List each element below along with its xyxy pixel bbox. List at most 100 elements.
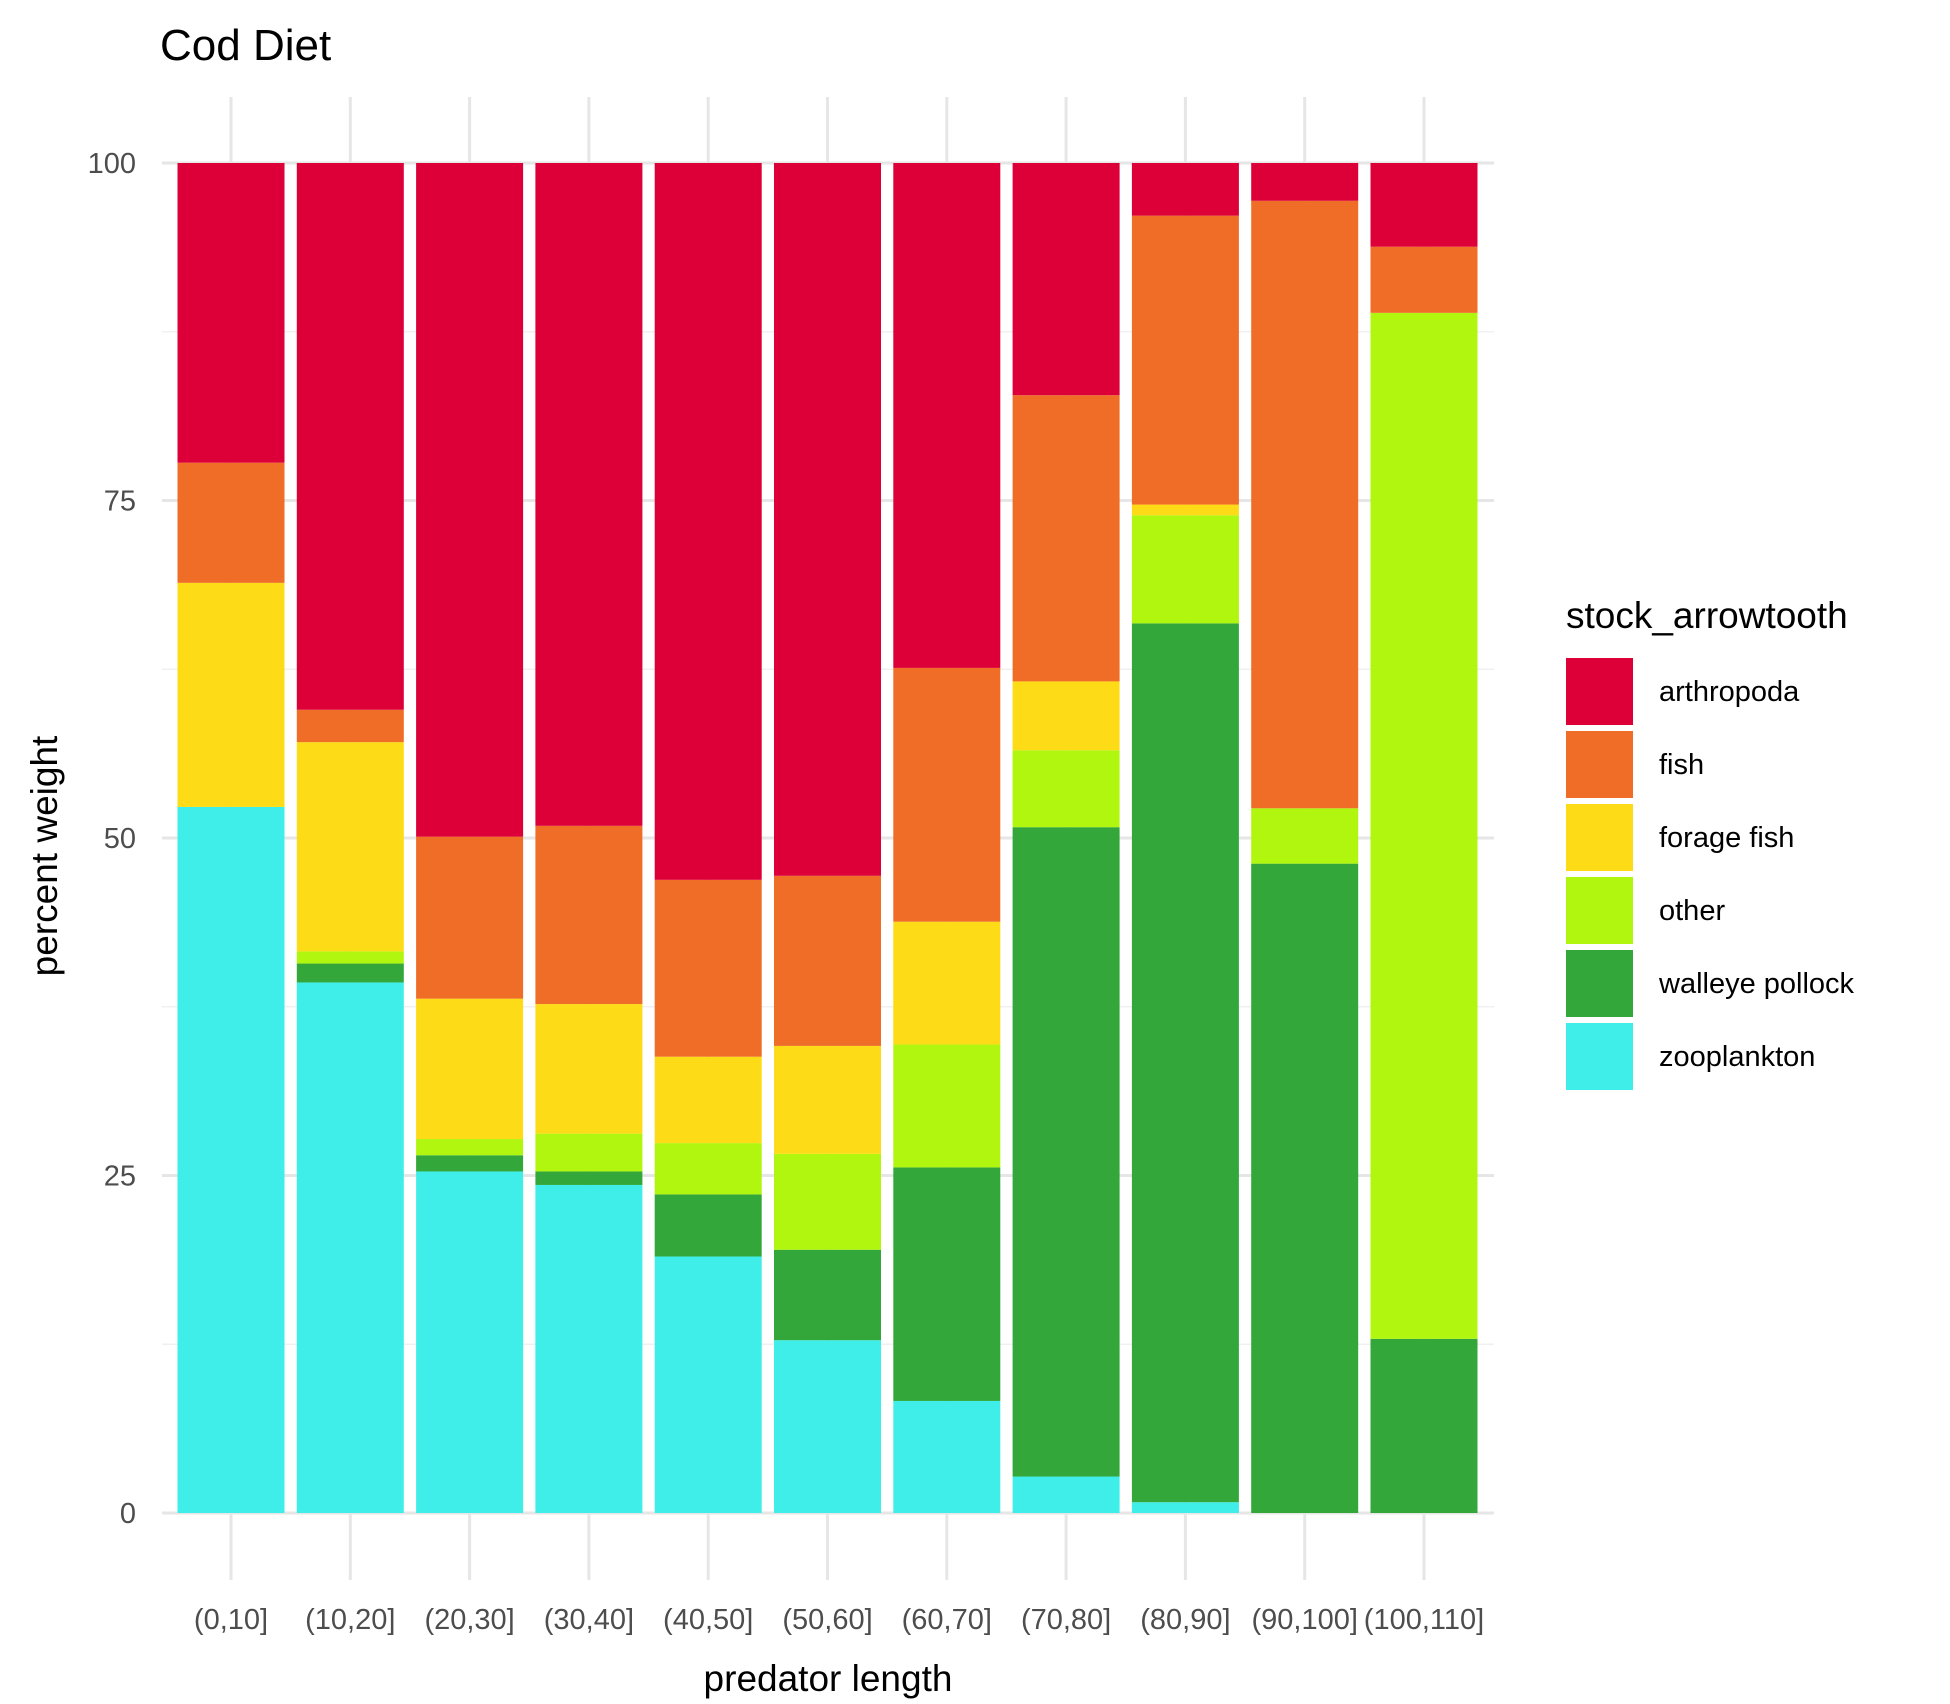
bar-segment-forage-fish (654, 1056, 762, 1144)
legend-label: fish (1659, 749, 1704, 781)
bar-segment-forage-fish (177, 582, 285, 807)
bar-segment-walleye-pollock (654, 1194, 762, 1257)
legend-swatch (1566, 877, 1633, 944)
legend-item-fish: fish (1566, 731, 1704, 798)
bar-segment-fish (1131, 215, 1239, 505)
bar-segment-other (1131, 515, 1239, 624)
bar-segment-arthropoda (416, 163, 524, 837)
legend-item-other: other (1566, 877, 1725, 944)
bar-segment-walleye-pollock (1370, 1338, 1478, 1513)
y-axis-title: percent weight (24, 735, 65, 976)
bar-stack-90-100 (1251, 163, 1359, 1513)
bar-segment-forage-fish (774, 1045, 881, 1154)
bar-segment-other (774, 1153, 881, 1250)
bar-segment-arthropoda (774, 163, 881, 876)
bar-segment-forage-fish (535, 1004, 643, 1134)
x-tick-label: (30,40] (544, 1604, 634, 1636)
bar-segment-other (654, 1143, 762, 1195)
bar-segment-zooplankton (1012, 1476, 1120, 1513)
x-tick-label: (40,50] (663, 1604, 753, 1636)
bar-segment-walleye-pollock (893, 1167, 1001, 1401)
y-axis-ticks: 0 25 50 75 100 (88, 148, 136, 1530)
bar-stack-0-10 (177, 163, 285, 1513)
bar-segment-other (893, 1044, 1001, 1168)
bar-segment-forage-fish (893, 921, 1001, 1045)
bar-segment-fish (774, 875, 881, 1046)
bar-stack-70-80 (1012, 163, 1120, 1513)
bar-segment-walleye-pollock (535, 1171, 643, 1185)
legend-title: stock_arrowtooth (1566, 595, 1848, 636)
x-tick-label: (60,70] (902, 1604, 992, 1636)
legend-label: zooplankton (1659, 1041, 1815, 1073)
bar-segment-arthropoda (296, 163, 404, 710)
legend-swatch (1566, 950, 1633, 1017)
bar-stack-80-90 (1131, 163, 1239, 1513)
legend: stock_arrowtooth arthropoda fish forage fi… (1566, 595, 1855, 1090)
bar-segment-fish (893, 667, 1001, 922)
legend-swatch (1566, 1023, 1633, 1090)
bar-segment-zooplankton (177, 806, 285, 1513)
bar-segment-arthropoda (177, 163, 285, 463)
legend-swatch (1566, 658, 1633, 725)
x-tick-label: (90,100] (1251, 1604, 1357, 1636)
x-tick-label: (100,110] (1364, 1604, 1484, 1636)
bar-segment-other (296, 951, 404, 964)
bar-stack-40-50 (654, 163, 762, 1513)
bar-segment-walleye-pollock (774, 1249, 881, 1341)
y-tick-label: 50 (104, 823, 136, 855)
bar-segment-walleye-pollock (1012, 827, 1120, 1477)
x-axis-title: predator length (704, 1658, 953, 1699)
legend-swatch (1566, 731, 1633, 798)
bar-segment-fish (1251, 200, 1359, 809)
legend-items: arthropoda fish forage fish other walleye po… (1566, 658, 1855, 1090)
bar-segment-fish (1370, 246, 1478, 313)
bar-segment-zooplankton (1131, 1502, 1239, 1513)
bar-segment-fish (296, 709, 404, 743)
bar-segment-zooplankton (535, 1184, 643, 1513)
bar-segment-other (1012, 750, 1120, 828)
legend-item-arthropoda: arthropoda (1566, 658, 1800, 725)
legend-label: arthropoda (1659, 676, 1800, 708)
bar-stack-30-40 (535, 163, 643, 1513)
y-tick-label: 25 (104, 1161, 136, 1193)
bar-stacks (177, 163, 1478, 1513)
legend-item-walleye-pollock: walleye pollock (1566, 950, 1855, 1017)
bar-stack-60-70 (893, 163, 1001, 1513)
bar-segment-fish (535, 825, 643, 1005)
x-tick-label: (0,10] (194, 1604, 268, 1636)
x-tick-label: (10,20] (305, 1604, 395, 1636)
legend-label: other (1659, 895, 1725, 927)
bar-segment-zooplankton (654, 1256, 762, 1513)
x-axis-ticks: (0,10] (10,20] (20,30] (30,40] (40,50] (50,60… (194, 1604, 1484, 1636)
bar-segment-forage-fish (296, 742, 404, 952)
chart-title: Cod Diet (160, 21, 331, 70)
bar-segment-arthropoda (1131, 163, 1239, 216)
bar-segment-arthropoda (1370, 163, 1478, 247)
bar-segment-zooplankton (893, 1400, 1001, 1513)
bar-segment-fish (416, 836, 524, 999)
bar-segment-fish (654, 879, 762, 1057)
bar-stack-50-60 (774, 163, 881, 1513)
y-tick-label: 75 (104, 486, 136, 518)
bar-segment-walleye-pollock (296, 963, 404, 983)
bar-segment-forage-fish (1012, 681, 1120, 751)
bar-stack-100-110 (1370, 163, 1478, 1513)
bar-segment-walleye-pollock (1131, 623, 1239, 1503)
bar-segment-other (535, 1133, 643, 1172)
legend-label: walleye pollock (1658, 968, 1855, 1000)
bar-segment-arthropoda (893, 163, 1001, 668)
legend-label: forage fish (1659, 822, 1794, 854)
legend-item-forage-fish: forage fish (1566, 804, 1794, 871)
bar-segment-forage-fish (416, 998, 524, 1140)
legend-swatch (1566, 804, 1633, 871)
bar-stack-20-30 (416, 163, 524, 1513)
legend-item-zooplankton: zooplankton (1566, 1023, 1815, 1090)
x-tick-label: (20,30] (424, 1604, 514, 1636)
bar-stack-10-20 (296, 163, 404, 1513)
bar-segment-zooplankton (774, 1340, 881, 1513)
bar-segment-arthropoda (535, 163, 643, 826)
bar-segment-fish (177, 462, 285, 583)
bar-segment-fish (1012, 395, 1120, 682)
bar-segment-forage-fish (1131, 504, 1239, 516)
